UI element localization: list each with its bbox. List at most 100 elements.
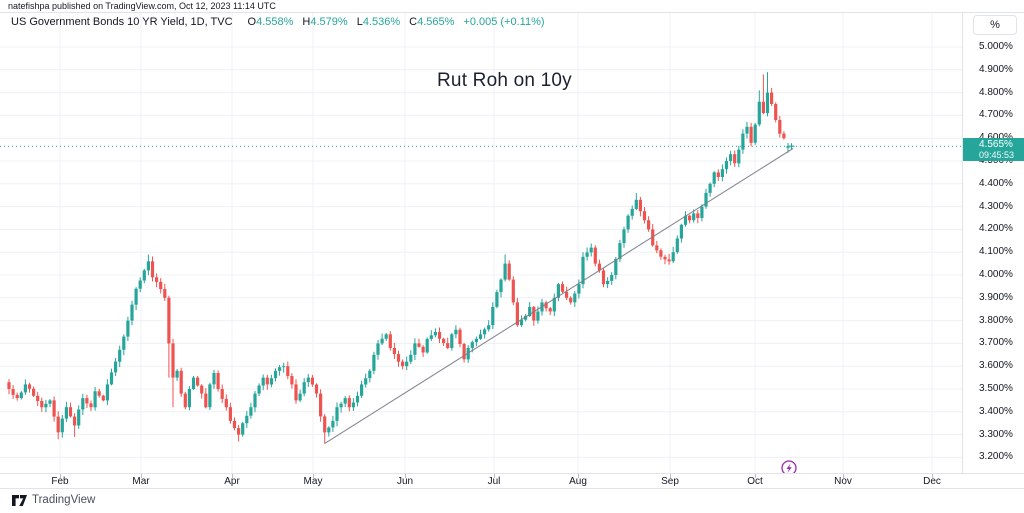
month-label: Oct bbox=[747, 476, 763, 487]
month-label: Aug bbox=[569, 476, 587, 487]
candle-body bbox=[97, 391, 101, 396]
candle-body bbox=[60, 418, 64, 433]
candle-body bbox=[774, 104, 778, 120]
candle-body bbox=[532, 306, 536, 321]
ohlc-high-value: 4.579% bbox=[310, 16, 348, 28]
candle-body bbox=[68, 407, 73, 417]
candle-body bbox=[376, 343, 380, 355]
candle-body bbox=[163, 289, 167, 298]
candle-body bbox=[310, 377, 314, 385]
candle-body bbox=[220, 389, 224, 399]
trendline-drawing[interactable] bbox=[324, 148, 794, 444]
y-axis-label: 4.200% bbox=[979, 223, 1013, 234]
price-unit-button[interactable]: % bbox=[973, 15, 1017, 35]
chart-title-annotation[interactable]: Rut Roh on 10y bbox=[437, 70, 572, 91]
candle-body bbox=[577, 284, 581, 294]
event-marker[interactable] bbox=[781, 460, 797, 473]
candle-body bbox=[478, 334, 483, 339]
candle-body bbox=[626, 215, 630, 230]
bar-countdown: 09:45:53 bbox=[979, 150, 1015, 160]
candle-body bbox=[212, 373, 216, 385]
candle-body bbox=[298, 393, 302, 401]
candle-body bbox=[569, 297, 573, 303]
candle-body bbox=[515, 302, 519, 326]
candle-body bbox=[495, 292, 499, 307]
candle-body bbox=[450, 334, 454, 348]
tradingview-logo[interactable]: TradingView bbox=[12, 494, 95, 506]
y-axis-label: 3.500% bbox=[979, 383, 1013, 394]
candle-body bbox=[159, 281, 163, 290]
time-axis-tick bbox=[670, 474, 671, 478]
y-axis-label: 4.900% bbox=[979, 64, 1013, 75]
candle-body bbox=[733, 154, 737, 164]
candle-body bbox=[48, 400, 52, 404]
y-axis-label: 4.700% bbox=[979, 109, 1013, 120]
candle-body bbox=[73, 416, 77, 426]
ohlc-high: H4.579% bbox=[302, 16, 347, 28]
tradingview-logo-text: TradingView bbox=[32, 494, 96, 506]
candle-body bbox=[606, 280, 610, 285]
candle-body bbox=[573, 293, 577, 303]
candle-body bbox=[11, 389, 15, 395]
candle-body bbox=[536, 311, 540, 321]
candle-body bbox=[552, 297, 556, 312]
candle-body bbox=[630, 208, 634, 216]
candle-body bbox=[224, 398, 228, 408]
time-axis-tick bbox=[405, 474, 406, 478]
month-label: Feb bbox=[51, 476, 69, 487]
symbol-legend: US Government Bonds 10 YR Yield, 1D, TVC… bbox=[11, 16, 545, 28]
y-axis-label: 4.100% bbox=[979, 246, 1013, 257]
candle-body bbox=[487, 325, 491, 330]
candle-body bbox=[364, 378, 368, 385]
candle-body bbox=[425, 338, 429, 353]
candle-body bbox=[134, 288, 138, 305]
candle-body bbox=[355, 395, 360, 403]
candle-body bbox=[126, 320, 130, 337]
symbol-title[interactable]: US Government Bonds 10 YR Yield, 1D, TVC bbox=[11, 16, 233, 28]
candle-body bbox=[187, 389, 191, 408]
candle-body bbox=[413, 343, 417, 355]
attribution-bar: TradingView bbox=[0, 489, 1024, 513]
candle-body bbox=[696, 213, 700, 218]
ohlc-low-value: 4.536% bbox=[362, 16, 401, 28]
candle-body bbox=[52, 400, 56, 417]
candle-body bbox=[507, 263, 511, 280]
candle-body bbox=[548, 308, 552, 312]
time-axis-tick bbox=[578, 474, 579, 478]
candle-body bbox=[765, 92, 770, 114]
candle-body bbox=[642, 211, 647, 221]
candle-body bbox=[745, 126, 749, 134]
candle-body bbox=[208, 384, 212, 408]
candle-body bbox=[27, 384, 32, 389]
publish-bar: natefishpa published on TradingView.com,… bbox=[0, 0, 1024, 13]
candle-body bbox=[339, 403, 343, 408]
time-axis-tick bbox=[843, 474, 844, 478]
candle-body bbox=[175, 370, 179, 378]
candle-body bbox=[511, 279, 515, 303]
candle-body bbox=[585, 252, 589, 257]
month-label: Jul bbox=[487, 476, 501, 487]
candle-body bbox=[749, 126, 753, 143]
time-scale[interactable]: Feb Mar Apr May Jun Jul Aug Sep Oct Nov Dec bbox=[0, 473, 1024, 489]
candle-body bbox=[597, 263, 601, 271]
candle-body bbox=[347, 398, 351, 408]
candle-body bbox=[368, 370, 372, 379]
candle-body bbox=[667, 259, 671, 262]
candle-body bbox=[15, 394, 19, 399]
y-axis-label: 4.000% bbox=[979, 269, 1013, 280]
ohlc-open-value: 4.558% bbox=[256, 16, 294, 28]
candle-body bbox=[638, 199, 642, 212]
candle-body bbox=[659, 250, 663, 257]
candle-body bbox=[446, 343, 450, 348]
candle-body bbox=[216, 373, 220, 389]
month-label: Sep bbox=[661, 476, 679, 487]
price-chart-canvas[interactable] bbox=[0, 13, 962, 473]
candle-body bbox=[294, 384, 298, 401]
tradingview-logo-icon bbox=[12, 494, 27, 506]
price-scale[interactable]: % 5.000%4.900%4.800%4.700%4.600%4.500%4.… bbox=[962, 13, 1024, 489]
candle-body bbox=[93, 391, 97, 408]
lightning-icon bbox=[786, 463, 792, 473]
candle-body bbox=[191, 377, 196, 389]
candle-body bbox=[237, 428, 241, 435]
y-axis-label: 4.300% bbox=[979, 201, 1013, 212]
